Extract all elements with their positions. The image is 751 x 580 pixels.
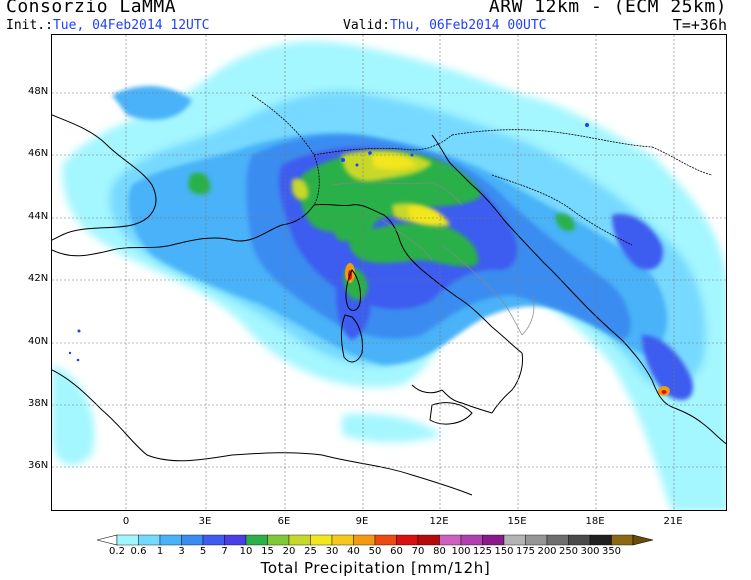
colorbar-tick-label: 15 xyxy=(261,546,274,557)
colorbar-tick-label: 80 xyxy=(433,546,446,557)
lat-label-38n: 38N xyxy=(28,398,49,409)
model-title: ARW 12km - (ECM 25km) xyxy=(488,0,727,17)
valid-value: Thu, 06Feb2014 00UTC xyxy=(389,18,547,33)
lon-label-15e: 15E xyxy=(507,516,527,527)
colorbar-box xyxy=(589,534,612,546)
lon-label-0: 0 xyxy=(122,516,130,527)
colorbar-box xyxy=(310,534,333,546)
colorbar-box xyxy=(224,534,247,546)
colorbar-tick-label: 30 xyxy=(325,546,339,557)
graticule xyxy=(52,35,726,510)
colorbar-box xyxy=(568,534,591,546)
colorbar-box xyxy=(181,534,204,546)
colorbar-tick-label: 5 xyxy=(199,546,207,557)
colorbar-box xyxy=(331,534,354,546)
colorbar-tick-label: 300 xyxy=(580,546,600,557)
lon-label-9e: 9E xyxy=(355,516,369,527)
colorbar-box xyxy=(546,534,569,546)
colorbar-box xyxy=(202,534,225,546)
region-borders xyxy=(331,182,535,336)
colorbar-box xyxy=(245,534,268,546)
lon-label-6e: 6E xyxy=(277,516,291,527)
lat-label-48n: 48N xyxy=(28,86,49,97)
colorbar-box xyxy=(611,534,634,546)
colorbar-tick-label: 10 xyxy=(239,546,253,557)
colorbar-box xyxy=(439,534,462,546)
colorbar-box xyxy=(482,534,505,546)
colorbar-box xyxy=(460,534,483,546)
colorbar-tick-label: 100 xyxy=(451,546,471,557)
forecast-step: T=+36h xyxy=(672,16,727,34)
colorbar-box xyxy=(288,534,311,546)
colorbar-min-triangle xyxy=(97,534,118,546)
colorbar-tick-label: 25 xyxy=(304,546,317,557)
colorbar-tick-label: 3 xyxy=(178,546,185,557)
colorbar-box xyxy=(417,534,440,546)
colorbar-tick-label: 0.6 xyxy=(130,546,147,557)
lon-label-18e: 18E xyxy=(585,516,605,527)
lat-label-40n: 40N xyxy=(28,336,49,347)
lat-label-42n: 42N xyxy=(28,273,49,284)
colorbar-tick-label: 175 xyxy=(515,546,536,557)
colorbar-tick-label: 0.2 xyxy=(109,546,125,557)
colorbar-tick-label: 1 xyxy=(156,546,164,557)
colorbar-tick-label: 40 xyxy=(347,546,360,557)
colorbar-box xyxy=(138,534,161,546)
precip-field xyxy=(52,41,726,510)
lat-label-36n: 36N xyxy=(28,460,49,471)
lat-label-44n: 44N xyxy=(28,211,49,222)
valid-label: Valid: xyxy=(343,18,390,33)
init-value: Tue, 04Feb2014 12UTC xyxy=(52,18,210,33)
precipitation-map xyxy=(51,34,727,511)
colorbar-box xyxy=(159,534,182,546)
init-time: Init.:Tue, 04Feb2014 12UTC xyxy=(6,18,210,33)
colorbar-max-triangle xyxy=(632,534,654,546)
colorbar-tick-label: 150 xyxy=(494,546,514,557)
colorbar-tick-label: 250 xyxy=(558,546,579,557)
coastlines xyxy=(52,114,726,496)
colorbar-box xyxy=(396,534,419,546)
colorbar-tick-label: 20 xyxy=(282,546,296,557)
colorbar-box xyxy=(116,534,139,546)
colorbar-tick-label: 70 xyxy=(411,546,425,557)
colorbar-box xyxy=(353,534,376,546)
map-canvas xyxy=(52,35,726,510)
init-label: Init.: xyxy=(6,18,53,33)
colorbar-tick-label: 7 xyxy=(221,546,228,557)
colorbar-tick-label: 350 xyxy=(601,546,622,557)
colorbar-box xyxy=(503,534,526,546)
colorbar-box xyxy=(267,534,290,546)
colorbar-tick-label: 50 xyxy=(368,546,382,557)
colorbar-box xyxy=(525,534,548,546)
colorbar-tick-label: 200 xyxy=(537,546,557,557)
colorbar-tick-label: 60 xyxy=(390,546,403,557)
colorbar-tick-label: 125 xyxy=(472,546,493,557)
lon-label-3e: 3E xyxy=(198,516,212,527)
colorbar-box xyxy=(374,534,397,546)
lon-label-12e: 12E xyxy=(429,516,449,527)
organization-title: Consorzio LaMMA xyxy=(6,0,177,17)
precipitation-colorbar xyxy=(97,534,654,546)
valid-time: Valid:Thu, 06Feb2014 00UTC xyxy=(343,18,547,33)
lat-label-46n: 46N xyxy=(28,148,49,159)
lake-marks xyxy=(68,123,589,362)
colorbar-title: Total Precipitation [mm/12h] xyxy=(260,559,491,577)
lon-label-21e: 21E xyxy=(663,516,683,527)
